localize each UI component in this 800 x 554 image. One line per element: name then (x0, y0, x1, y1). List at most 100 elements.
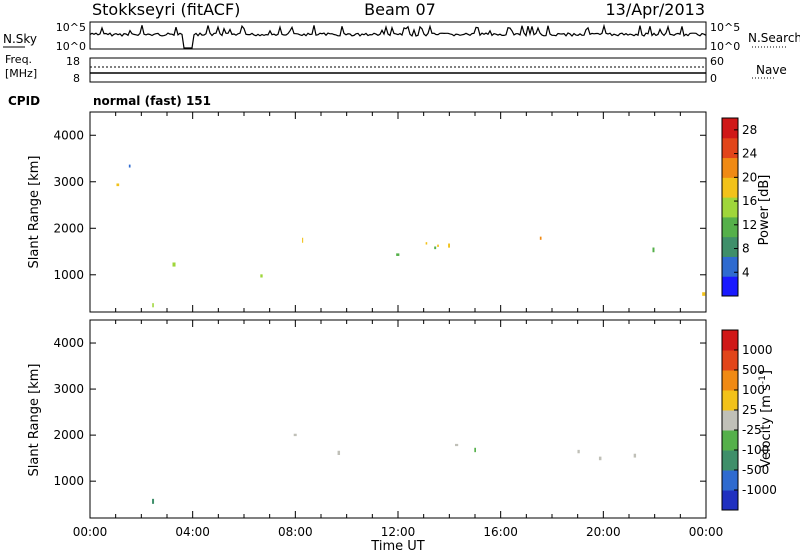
noise-right-tick-top: 10^5 (710, 21, 740, 34)
noise-right-tick-bottom: 10^0 (710, 40, 740, 53)
x-tick-label: 00:00 (689, 525, 724, 539)
colorbar-swatch (722, 137, 738, 159)
colorbar-swatch (722, 390, 738, 411)
noise-panel: N.Sky 10^5 10^0 10^5 10^0 N.Search (3, 21, 800, 53)
velocity-panel: 1000 2000 3000 4000 00:00 04:00 08:00 12:00 16:0… (27, 319, 723, 554)
velocity-axes: 1000 2000 3000 4000 00:00 04:00 08:00 12:00 16:0… (53, 320, 723, 539)
heatmap-cell (539, 236, 542, 240)
heatmap-cell (437, 244, 439, 247)
colorbar-swatch (722, 256, 738, 277)
colorbar-swatch (722, 118, 738, 139)
heatmap-cell (396, 253, 400, 256)
y-tick-label: 1000 (53, 474, 84, 488)
cpid-value: normal (fast) 151 (93, 94, 211, 108)
freq-label-line1: Freq. (5, 53, 32, 66)
x-tick-label: 16:00 (483, 525, 518, 539)
colorbar-tick-label: 20 (742, 170, 757, 184)
colorbar-swatch (722, 370, 738, 391)
colorbar-swatch (722, 490, 738, 511)
colorbar-tick-label: -100 (742, 443, 769, 457)
colorbar-swatch (722, 350, 738, 371)
power-ylabel: Slant Range [km] (27, 156, 42, 269)
noise-left-label: N.Sky (3, 32, 37, 46)
heatmap-cell (128, 164, 131, 168)
heatmap-cell (116, 183, 120, 187)
y-tick-label: 1000 (53, 268, 84, 282)
colorbar-swatch (722, 410, 738, 431)
station-title: Stokkseyri (fitACF) (92, 0, 240, 19)
frequency-panel: Freq. [MHz] 18 8 60 0 Nave (5, 53, 787, 85)
heatmap-cell (474, 447, 476, 453)
power-colorbar-label: Power [dB] (757, 175, 772, 246)
velocity-ylabel: Slant Range [km] (27, 364, 42, 477)
colorbar-swatch (722, 450, 738, 471)
velocity-colorbar: 1000 500 100 25 -25 -100 -500 -1000 Velocity [m… (721, 329, 777, 511)
x-tick-label: 04:00 (175, 525, 210, 539)
colorbar-swatch (722, 276, 738, 297)
colorbar-tick-label: 24 (742, 147, 757, 161)
colorbar-swatch (722, 197, 738, 218)
colorbar-tick-label: 8 (742, 242, 750, 256)
freq-right-tick-top: 60 (710, 55, 724, 68)
heatmap-cell (302, 237, 304, 243)
colorbar-swatch (722, 430, 738, 451)
colorbar-swatch (722, 216, 738, 238)
heatmap-cell (425, 242, 428, 245)
heatmap-cell (434, 246, 437, 250)
colorbar-frame (721, 329, 739, 511)
freq-right-tick-bottom: 0 (710, 72, 717, 85)
y-tick-label: 4000 (53, 336, 84, 350)
heatmap-cell (152, 498, 155, 504)
colorbar-tick-label: 100 (742, 383, 765, 397)
time-axis-label: Time UT (370, 539, 424, 554)
freq-left-tick-bottom: 8 (73, 72, 80, 85)
colorbar-tick-label: 12 (742, 218, 757, 232)
x-tick-label: 08:00 (278, 525, 313, 539)
heatmap-cell (652, 247, 655, 253)
colorbar-tick-label: 500 (742, 363, 765, 377)
heatmap-cell (598, 456, 602, 461)
freq-label-line2: [MHz] (5, 67, 37, 80)
colorbar-tick-label: 1000 (742, 343, 773, 357)
colorbar-tick-label: 16 (742, 194, 757, 208)
heatmap-cell (448, 243, 450, 248)
colorbar-tick-label: 25 (742, 403, 757, 417)
colorbar-tick-label: 28 (742, 123, 757, 137)
date-label: 13/Apr/2013 (605, 0, 705, 19)
heatmap-cell (260, 274, 263, 278)
power-heatmap-cells (116, 164, 706, 308)
power-panel: 1000 2000 3000 4000 Slant Range [km] (27, 111, 707, 313)
freq-left-tick-top: 18 (66, 55, 80, 68)
heatmap-cell (454, 443, 459, 447)
heatmap-cell (152, 303, 154, 308)
y-tick-label: 3000 (53, 175, 84, 189)
noise-left-tick-top: 10^5 (56, 21, 86, 34)
beam-label: Beam 07 (364, 0, 436, 19)
colorbar-tick-label: -25 (742, 423, 762, 437)
heatmap-cell (337, 450, 341, 455)
y-tick-label: 2000 (53, 221, 84, 235)
cpid-label: CPID (8, 94, 40, 108)
nave-label: Nave (756, 63, 787, 77)
velocity-colorbar-label: Velocity [m s-1] (758, 370, 774, 468)
colorbar-tick-label: -500 (742, 463, 769, 477)
power-axes: 1000 2000 3000 4000 (53, 112, 707, 312)
x-tick-label: 12:00 (381, 525, 416, 539)
heatmap-cell (293, 433, 297, 437)
colorbar-swatch (722, 157, 738, 178)
colorbar-frame (721, 117, 739, 297)
heatmap-cell (633, 453, 637, 458)
heatmap-cell (702, 292, 706, 296)
velocity-heatmap-cells (152, 433, 637, 504)
colorbar-swatch (722, 236, 738, 257)
noise-right-label: N.Search (748, 31, 800, 45)
colorbar-swatch (722, 177, 738, 198)
colorbar-swatch (722, 330, 738, 351)
x-tick-label: 00:00 (73, 525, 108, 539)
noise-left-tick-bottom: 10^0 (56, 40, 86, 53)
x-tick-label: 20:00 (586, 525, 621, 539)
colorbar-tick-label: 4 (742, 265, 750, 279)
noise-trace (89, 23, 707, 49)
colorbar-tick-label: -1000 (742, 483, 777, 497)
